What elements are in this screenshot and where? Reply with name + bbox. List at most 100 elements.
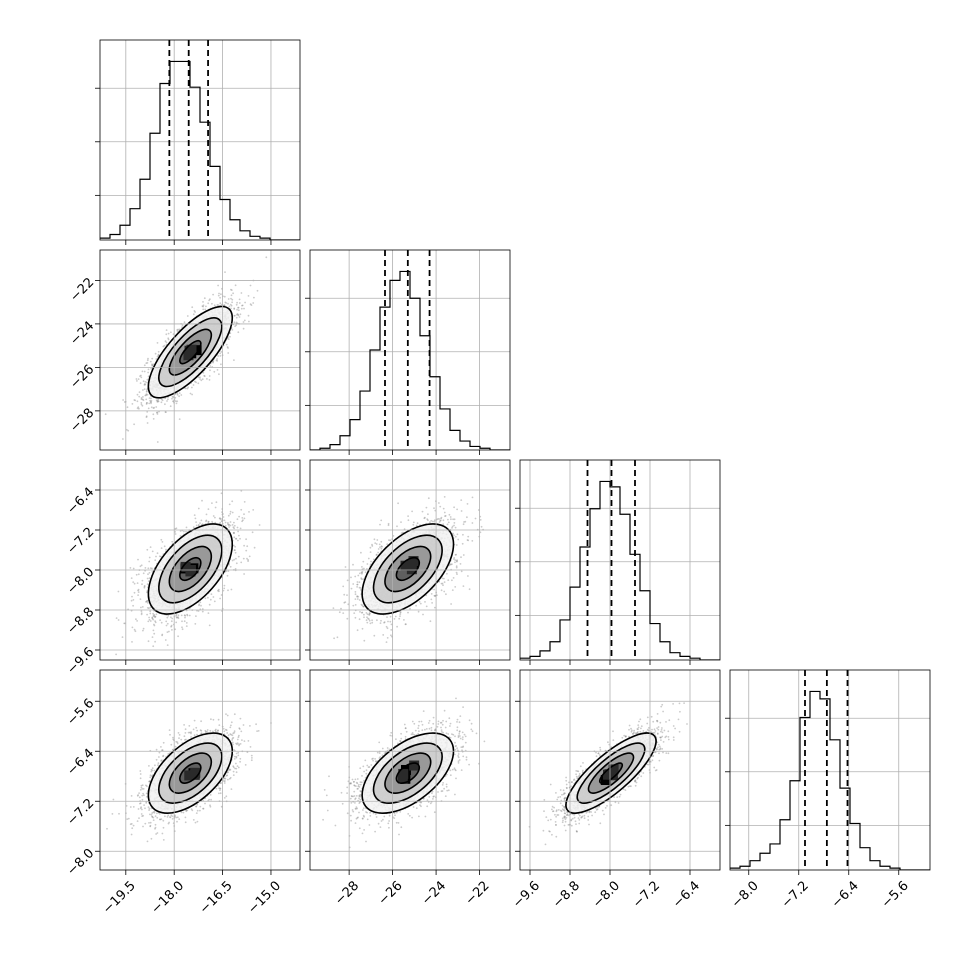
sample-point — [177, 328, 179, 331]
sample-point — [252, 302, 255, 304]
sample-point — [234, 314, 236, 317]
sample-point — [156, 342, 159, 344]
sample-point — [146, 388, 149, 391]
sample-point — [227, 347, 229, 349]
sample-point — [169, 405, 172, 408]
sample-point — [233, 315, 236, 317]
sample-point — [149, 610, 152, 613]
sample-point — [134, 399, 137, 402]
sample-point — [164, 403, 166, 406]
sample-point — [141, 404, 144, 407]
sample-point — [163, 545, 166, 548]
sample-point — [233, 549, 236, 552]
sample-point — [253, 546, 256, 549]
sample-point — [156, 355, 159, 358]
sample-point — [199, 376, 201, 379]
sample-point — [185, 625, 188, 627]
sample-point — [154, 615, 157, 618]
sample-point — [147, 407, 150, 410]
sample-point — [167, 337, 170, 340]
sample-point — [158, 555, 161, 558]
sample-point — [238, 534, 240, 537]
sample-point — [146, 591, 148, 594]
sample-point — [160, 398, 163, 401]
sample-point — [202, 304, 205, 307]
sample-point — [248, 555, 251, 558]
sample-point — [252, 509, 255, 511]
sample-point — [227, 570, 230, 572]
sample-point — [148, 607, 150, 610]
histogram-2 — [515, 459, 721, 665]
sample-point — [207, 508, 210, 510]
sample-point — [153, 406, 156, 409]
sample-point — [243, 513, 245, 516]
sample-point — [223, 304, 226, 307]
sample-point — [211, 520, 214, 523]
sample-point — [236, 526, 239, 529]
sample-point — [225, 302, 228, 304]
sample-point — [243, 307, 245, 310]
sample-point — [137, 589, 139, 592]
sample-point — [188, 614, 191, 617]
sample-point — [235, 321, 238, 324]
sample-point — [224, 271, 226, 273]
sample-point — [148, 402, 151, 405]
sample-point — [234, 325, 237, 328]
sample-point — [150, 399, 153, 402]
sample-point — [231, 329, 234, 331]
sample-point — [144, 383, 146, 385]
sample-point — [224, 301, 227, 304]
sample-point — [146, 607, 149, 609]
sample-point — [160, 621, 163, 624]
sample-point — [247, 559, 250, 561]
sample-point — [204, 308, 207, 311]
sample-point — [241, 517, 244, 519]
sample-point — [153, 613, 156, 616]
sample-point — [145, 600, 148, 603]
sample-point — [178, 418, 181, 420]
sample-point — [209, 369, 211, 372]
sample-point — [143, 384, 146, 386]
sample-point — [147, 357, 149, 360]
sample-point — [140, 374, 142, 377]
sample-point — [238, 302, 241, 304]
sample-point — [137, 558, 139, 561]
sample-point — [239, 313, 242, 316]
sample-point — [136, 380, 138, 382]
sample-point — [149, 360, 152, 363]
sample-point — [233, 359, 235, 361]
sample-point — [195, 381, 198, 384]
sample-point — [185, 526, 188, 529]
sample-point — [206, 378, 208, 380]
sample-point — [179, 530, 182, 532]
sample-point — [135, 378, 138, 380]
sample-point — [208, 375, 211, 377]
sample-point — [166, 631, 169, 633]
sample-point — [220, 492, 223, 495]
sample-point — [146, 600, 149, 602]
sample-point — [140, 613, 143, 616]
sample-point — [141, 606, 144, 608]
sample-point — [156, 411, 158, 414]
sample-point — [184, 387, 187, 390]
sample-point — [243, 319, 246, 322]
sample-point — [225, 343, 228, 346]
sample-point — [247, 295, 250, 297]
sample-point — [233, 521, 235, 524]
sample-point — [146, 378, 149, 381]
sample-point — [144, 383, 147, 386]
sample-point — [131, 595, 133, 598]
sample-point — [165, 411, 167, 413]
sample-point — [229, 303, 232, 306]
sample-point — [165, 624, 168, 627]
sample-point — [183, 620, 186, 623]
sample-point — [164, 639, 167, 641]
sample-point — [131, 641, 133, 643]
sample-point — [233, 532, 235, 535]
sample-point — [197, 507, 200, 510]
sample-point — [222, 516, 225, 518]
sample-point — [170, 331, 172, 334]
sample-point — [143, 388, 146, 390]
sample-point — [160, 547, 163, 549]
sample-point — [132, 567, 135, 570]
